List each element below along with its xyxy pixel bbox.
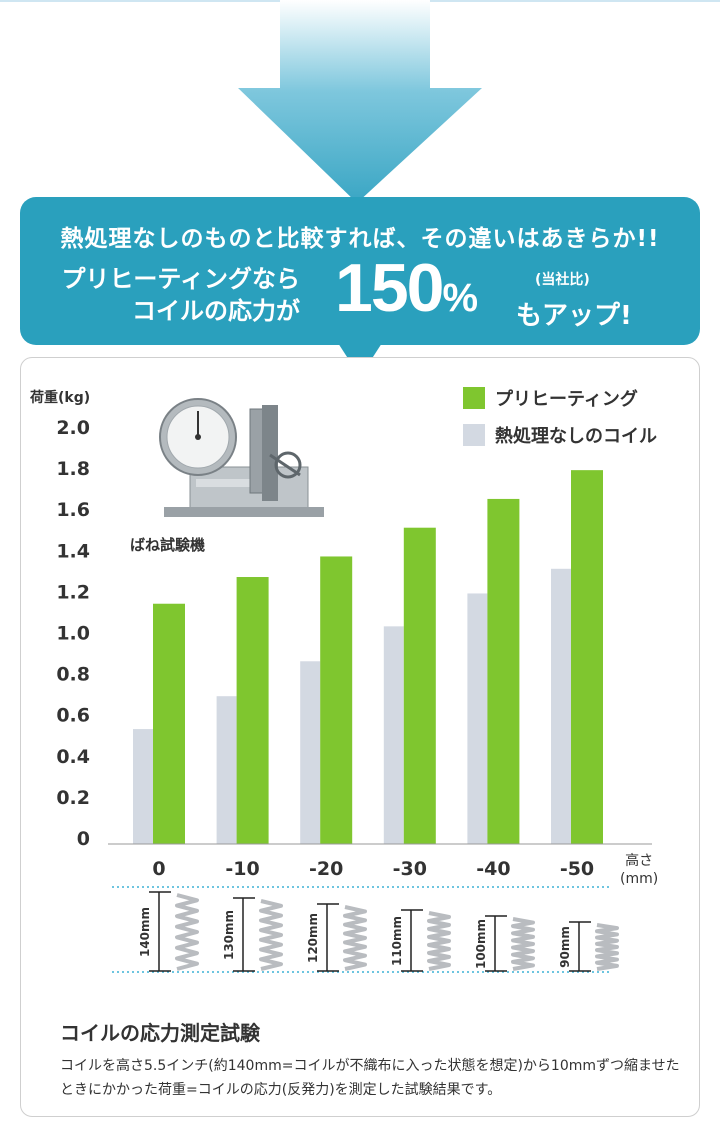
x-tick-label: -30 xyxy=(393,858,427,880)
bar-untreated xyxy=(216,696,237,844)
spring-icon xyxy=(427,911,451,971)
coil-height-label: 110mm xyxy=(390,916,404,966)
coil-height-label: 140mm xyxy=(138,907,152,957)
bar-preheating xyxy=(153,603,185,844)
y-axis-label: 荷重(kg) xyxy=(29,389,90,406)
coil-height-label: 100mm xyxy=(474,919,488,969)
bar-untreated xyxy=(383,626,404,844)
height-bracket xyxy=(149,891,171,972)
height-unit-line-2: (mm) xyxy=(620,871,659,887)
spring-icon xyxy=(175,893,199,971)
x-tick-label: -50 xyxy=(560,858,594,880)
banner-note: (当社比) xyxy=(535,272,590,288)
banner-line-2: コイルの応力が xyxy=(132,297,300,325)
bar-preheating xyxy=(571,470,603,844)
y-tick-label: 2.0 xyxy=(56,417,90,439)
y-tick-label: 1.4 xyxy=(56,540,90,562)
spring-icon xyxy=(595,923,619,971)
coil-item: 90mm xyxy=(558,921,619,972)
bar-untreated xyxy=(551,568,571,844)
coil-item: 120mm xyxy=(306,903,367,972)
banner-subtext: プリヒーティングなら コイルの応力が xyxy=(50,263,300,327)
result-banner: 熱処理なしのものと比較すれば、その違いはあきらか!! プリヒーティングなら コイ… xyxy=(20,197,700,345)
legend-swatch-gray xyxy=(463,424,485,446)
legend-item-untreated: 熱処理なしのコイル xyxy=(463,421,657,449)
x-tick-label: -20 xyxy=(309,858,343,880)
bar-untreated xyxy=(467,593,488,844)
bar-preheating xyxy=(236,577,269,844)
y-tick-label: 1.2 xyxy=(56,581,90,603)
y-tick-label: 1.8 xyxy=(56,458,90,480)
legend-item-preheating: プリヒーティング xyxy=(463,384,638,412)
bar-untreated xyxy=(133,729,153,844)
legend-swatch-green xyxy=(463,387,485,409)
legend-label-untreated: 熱処理なしのコイル xyxy=(495,426,657,447)
percent-sign: % xyxy=(442,276,478,320)
coil-item: 100mm xyxy=(474,915,535,972)
spring-tester-illustration xyxy=(159,398,324,517)
bar-preheating xyxy=(320,556,353,844)
photo-label: ばね試験機 xyxy=(130,536,206,554)
height-bracket xyxy=(569,921,591,972)
coil-height-label: 90mm xyxy=(558,926,572,968)
coil-item: 140mm xyxy=(138,891,199,972)
height-bracket xyxy=(317,903,339,972)
y-tick-label: 1.0 xyxy=(56,623,90,645)
coil-height-label: 120mm xyxy=(306,913,320,963)
y-tick-label: 0.2 xyxy=(56,787,90,809)
y-tick-label: 0.6 xyxy=(56,705,90,727)
down-arrow-icon xyxy=(238,0,482,203)
legend-label-preheating: プリヒーティング xyxy=(495,389,638,410)
bar-untreated xyxy=(300,661,321,844)
bar-preheating xyxy=(403,527,436,844)
coil-height-label: 130mm xyxy=(222,910,236,960)
height-unit-label: 高さ (mm) xyxy=(620,852,658,888)
footer-text: コイルを高さ5.5インチ(約140mm=コイルが不織布に入った状態を想定)から1… xyxy=(60,1058,680,1098)
x-tick-label: 0 xyxy=(152,858,165,880)
banner-headline: 熱処理なしのものと比較すれば、その違いはあきらか!! xyxy=(60,226,660,252)
bar-preheating xyxy=(487,498,520,844)
banner-up-text: もアップ! xyxy=(516,301,632,331)
coil-item: 110mm xyxy=(390,909,451,972)
coil-item: 130mm xyxy=(222,897,283,972)
height-unit-line-1: 高さ xyxy=(625,853,654,869)
y-tick-label: 0.4 xyxy=(56,746,90,768)
x-tick-label: -40 xyxy=(476,858,510,880)
height-bracket xyxy=(485,915,507,972)
percent-value: 150 xyxy=(335,250,444,326)
spring-icon xyxy=(511,917,535,971)
y-tick-label: 0.8 xyxy=(56,664,90,686)
x-tick-label: -10 xyxy=(225,858,259,880)
y-tick-label: 1.6 xyxy=(56,499,90,521)
banner-percent: 150% xyxy=(335,249,478,327)
banner-line-1: プリヒーティングなら xyxy=(61,265,300,293)
footer-title: コイルの応力測定試験 xyxy=(60,1021,260,1045)
height-bracket xyxy=(401,909,423,972)
spring-icon xyxy=(343,905,367,971)
height-bracket xyxy=(233,897,255,972)
spring-icon xyxy=(259,899,283,971)
y-tick-label: 0 xyxy=(77,828,90,850)
